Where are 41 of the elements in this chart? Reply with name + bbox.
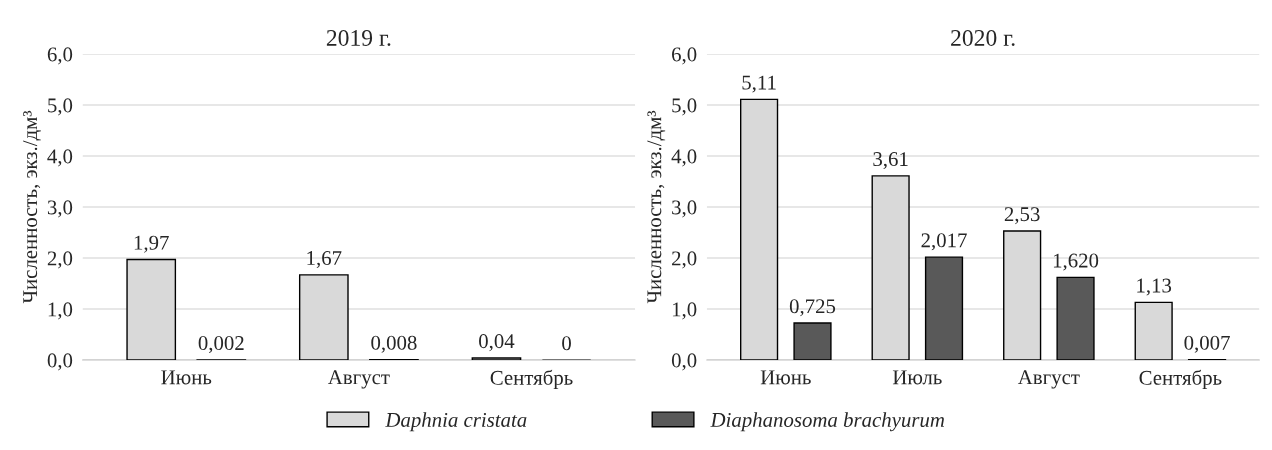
data-label: 0,002 [198,336,244,354]
data-label: 2,53 [1004,207,1040,225]
y-axis-title: Численность, экз./дм³ [647,110,666,304]
y-tick-label: 5,0 [48,98,73,116]
y-tick-label: 3,0 [672,200,697,218]
data-label: 0,007 [1184,335,1230,353]
y-tick-label: 4,0 [47,149,73,167]
x-tick-label: Август [327,370,390,389]
y-tick-label: 4,0 [671,149,697,167]
y-tick-label: 0,0 [671,353,697,371]
data-label: 0,725 [789,299,836,317]
x-tick-label: Июнь [161,370,212,385]
data-label: 1,67 [307,251,342,269]
y-tick-label: 2,0 [47,251,73,269]
data-label: 1,13 [1137,278,1172,296]
y-tick-label: 2,0 [672,251,697,269]
y-tick-label: 3,0 [47,200,73,218]
data-label: 1,620 [1053,253,1099,271]
x-tick-label: Июнь [760,370,811,385]
legend-label: Daphnia cristata [385,412,527,432]
data-label: 1,97 [134,235,169,253]
y-tick-label: 5,0 [672,98,697,116]
y-tick-label: 0,0 [47,353,73,371]
x-tick-label: Август [1017,370,1080,389]
x-tick-label: Сентябрь [1139,369,1222,390]
legend-label: Diaphanosoma brachyurum [710,412,945,432]
y-tick-label: 1,0 [672,302,697,320]
data-label: 3,61 [873,152,908,170]
chart-title: 2019 г. [326,29,391,46]
data-label: 0 [562,336,571,351]
data-label: 0,04 [479,334,515,352]
y-tick-label: 6,0 [47,47,73,65]
y-tick-label: 1,0 [48,302,73,320]
data-label: 0,008 [371,335,417,353]
x-tick-label: Июль [892,370,942,385]
chart-title: 2020 г. [951,29,1015,46]
data-label: 5,11 [742,75,776,93]
y-tick-label: 6,0 [672,47,697,65]
x-tick-label: Сентябрь [490,369,573,390]
y-axis-title: Численность, экз./дм³ [23,110,41,304]
data-label: 2,017 [921,233,967,251]
